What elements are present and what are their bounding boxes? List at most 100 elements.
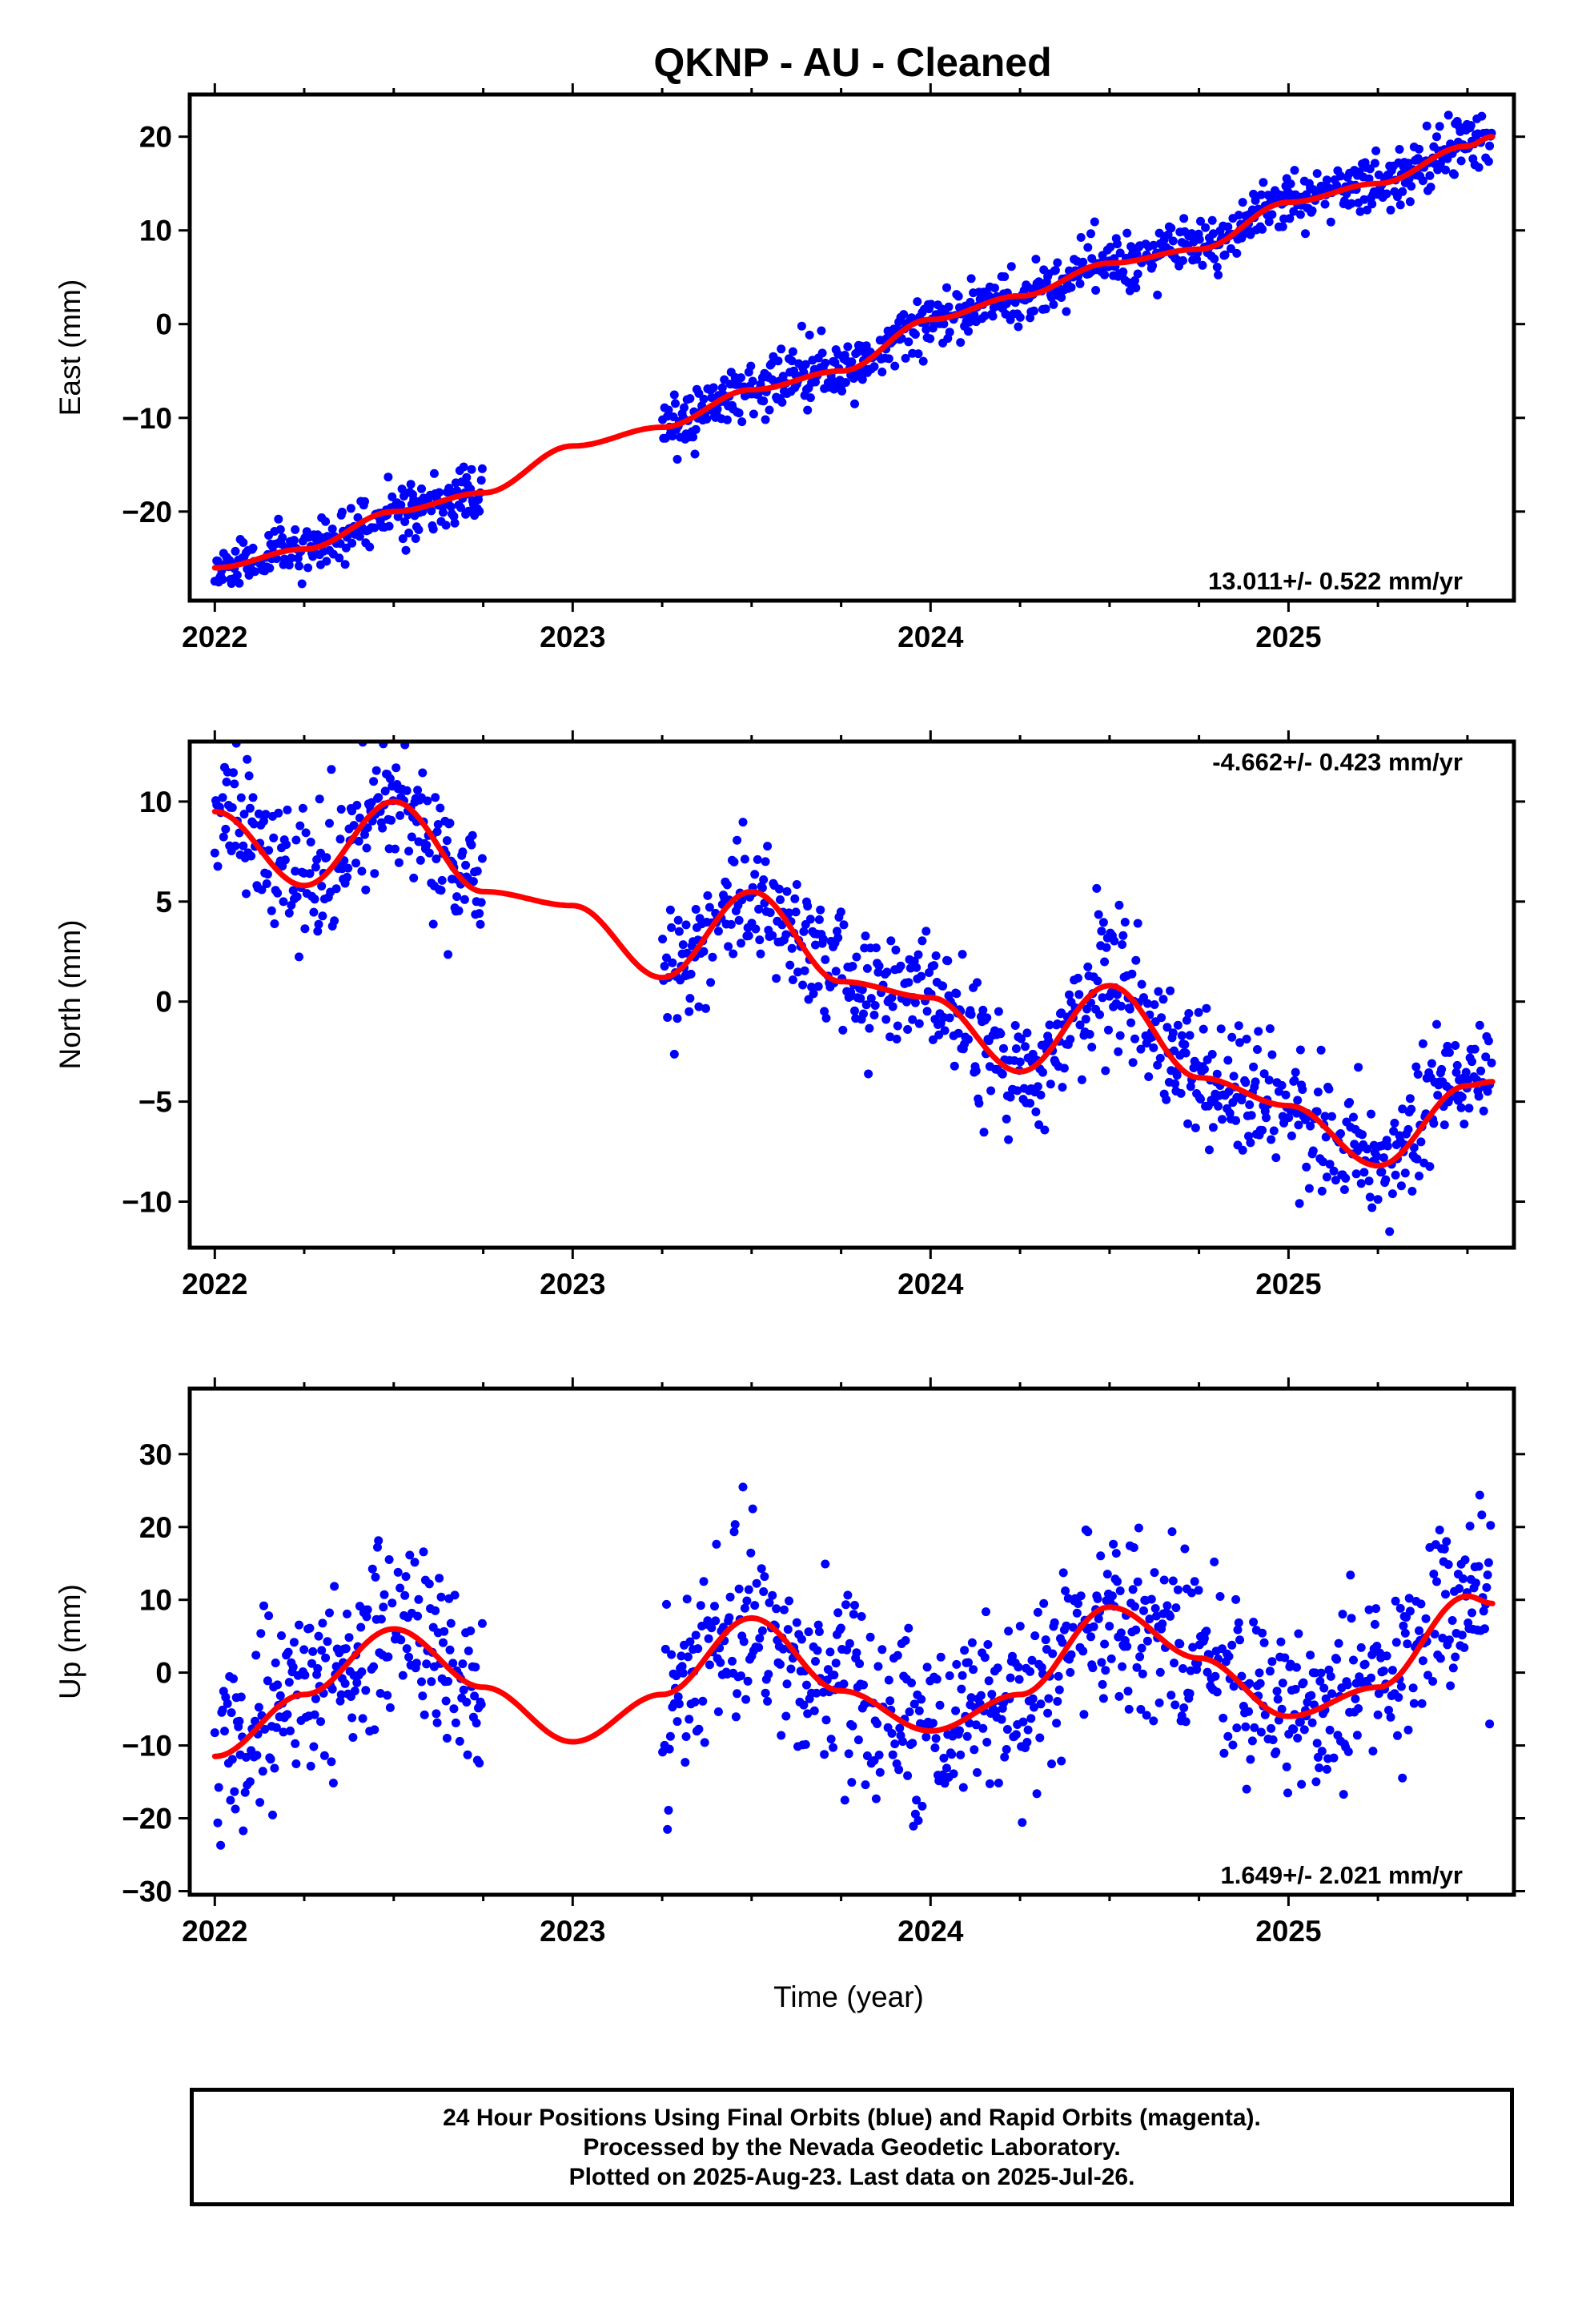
data-point: [441, 521, 451, 530]
data-point: [477, 1618, 487, 1628]
data-point: [741, 1695, 751, 1704]
data-point: [1091, 286, 1101, 295]
data-point: [881, 1015, 891, 1024]
data-point: [350, 1687, 359, 1695]
x-tick-label: 2022: [182, 1268, 247, 1301]
data-point: [1085, 1030, 1094, 1039]
data-point: [665, 1744, 674, 1754]
data-point: [1223, 222, 1233, 231]
data-point: [799, 1700, 809, 1710]
data-point: [1118, 1662, 1127, 1671]
data-point: [1265, 1667, 1275, 1676]
data-point: [709, 383, 718, 392]
data-point: [1059, 1063, 1069, 1073]
data-point: [1442, 1537, 1452, 1546]
data-point: [1074, 973, 1082, 983]
data-point: [671, 399, 680, 408]
data-point: [693, 1644, 703, 1654]
data-point: [776, 1659, 785, 1669]
data-point: [1011, 1730, 1021, 1739]
data-point: [782, 887, 792, 896]
data-point: [1100, 957, 1110, 967]
data-point: [1131, 1625, 1141, 1634]
data-point: [1076, 1591, 1086, 1601]
data-point: [1223, 1055, 1233, 1065]
data-point: [817, 326, 826, 336]
data-point: [1278, 222, 1287, 231]
data-point: [1247, 1111, 1256, 1120]
data-point: [849, 1610, 858, 1619]
data-point: [1457, 1092, 1467, 1102]
data-point: [369, 1662, 379, 1671]
data-point: [291, 835, 301, 845]
data-point: [1130, 1602, 1139, 1611]
data-point: [1438, 1634, 1447, 1642]
data-point: [1100, 270, 1110, 279]
data-point: [1432, 132, 1441, 142]
data-point: [1053, 1697, 1062, 1706]
data-point: [1190, 1577, 1199, 1586]
data-point: [1050, 1618, 1059, 1627]
plot-frame: [187, 92, 1516, 603]
data-point: [905, 1707, 914, 1717]
data-point: [764, 1670, 773, 1679]
data-point: [757, 883, 767, 893]
data-point: [705, 903, 714, 912]
data-point: [982, 1607, 990, 1617]
data-point: [998, 1069, 1007, 1079]
data-point: [759, 1587, 769, 1596]
data-point: [1065, 990, 1074, 999]
data-point: [839, 920, 849, 930]
data-point: [1460, 1120, 1469, 1129]
data-point: [1474, 163, 1484, 172]
data-point: [340, 1679, 350, 1688]
data-point: [1256, 1727, 1266, 1737]
data-point: [1332, 1655, 1342, 1664]
data-point: [821, 1715, 831, 1725]
data-point: [1415, 144, 1423, 154]
data-point: [1135, 1652, 1145, 1662]
data-point: [1075, 1020, 1085, 1030]
data-point: [990, 283, 999, 293]
data-point: [811, 377, 820, 387]
data-point: [1297, 1779, 1307, 1789]
data-point: [476, 919, 485, 929]
data-point: [994, 1007, 1003, 1016]
data-point: [436, 1592, 446, 1602]
data-point: [1115, 1586, 1125, 1595]
data-point: [321, 1653, 331, 1663]
data-point: [869, 362, 879, 372]
data-point: [1231, 1116, 1241, 1125]
data-point: [450, 518, 460, 528]
data-point: [441, 1696, 451, 1706]
data-point: [912, 963, 921, 972]
data-point: [836, 907, 845, 917]
data-point: [712, 1539, 721, 1549]
data-point: [888, 1750, 897, 1759]
data-point: [271, 1723, 281, 1732]
data-point: [971, 1066, 981, 1076]
data-point: [325, 1608, 334, 1618]
data-point: [1485, 1719, 1495, 1729]
data-point: [874, 1751, 884, 1759]
data-point: [1425, 1162, 1435, 1172]
data-point: [1088, 1663, 1098, 1673]
data-point: [803, 902, 813, 911]
data-point: [790, 894, 800, 903]
data-point: [317, 882, 327, 891]
data-point: [1094, 1614, 1103, 1623]
data-point: [1321, 1694, 1331, 1703]
data-point: [1415, 1172, 1423, 1180]
data-point: [1398, 1104, 1407, 1114]
data-point: [1006, 262, 1016, 271]
data-point: [1363, 205, 1372, 215]
data-point: [1162, 1023, 1172, 1032]
data-point: [1477, 111, 1487, 121]
data-point: [1098, 993, 1107, 1003]
data-point: [1120, 918, 1130, 927]
y-axis-label: North (mm): [54, 919, 86, 1069]
data-point: [1021, 1042, 1030, 1051]
data-point: [997, 1715, 1006, 1724]
data-point: [910, 1809, 920, 1819]
data-point: [788, 347, 797, 356]
